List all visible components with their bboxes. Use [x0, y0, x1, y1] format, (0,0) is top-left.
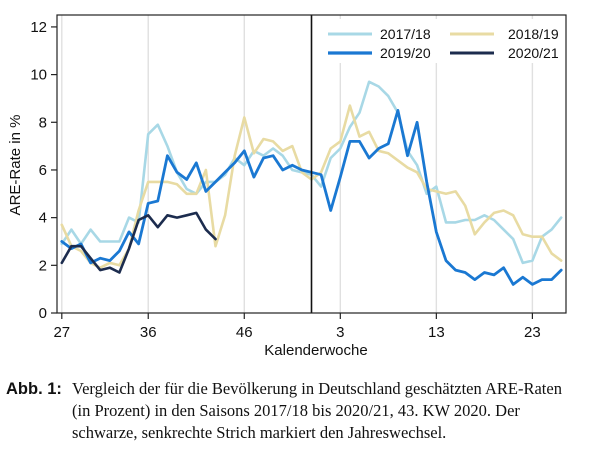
x-axis: 27 36 46 3 13 23	[53, 313, 541, 341]
y-tick-label-10: 10	[30, 67, 47, 84]
legend: 2017/18 2018/19 2019/20 2020/21	[320, 19, 564, 63]
legend-box	[320, 19, 564, 63]
x-tick-label-46: 46	[236, 324, 253, 341]
legend-label-2020-21: 2020/21	[508, 45, 559, 61]
y-tick-label-8: 8	[39, 114, 47, 131]
legend-label-2017-18: 2017/18	[380, 26, 431, 42]
y-tick-label-6: 6	[39, 162, 47, 179]
caption-label: Abb. 1:	[6, 380, 62, 398]
x-tick-label-27: 27	[53, 324, 70, 341]
caption-text: Vergleich der für die Bevölkerung in Deu…	[72, 379, 562, 442]
x-tick-label-36: 36	[140, 324, 157, 341]
y-axis: 0 2 4 6 8 10 12	[30, 19, 57, 322]
y-axis-title: ARE-Rate in %	[7, 115, 24, 216]
x-tick-label-13: 13	[428, 324, 445, 341]
y-tick-label-12: 12	[30, 19, 47, 36]
legend-label-2019-20: 2019/20	[380, 45, 431, 61]
x-tick-label-3: 3	[336, 324, 344, 341]
y-tick-label-2: 2	[39, 257, 47, 274]
plot-frame	[56, 14, 567, 314]
legend-label-2018-19: 2018/19	[508, 26, 559, 42]
x-axis-title: Kalenderwoche	[264, 342, 367, 359]
series-line-2020-21	[60, 211, 217, 274]
y-tick-label-0: 0	[39, 305, 47, 322]
figure-caption: Abb. 1: Vergleich der für die Bevölkerun…	[6, 378, 584, 444]
x-tick-label-23: 23	[524, 324, 541, 341]
y-tick-label-4: 4	[39, 210, 47, 227]
